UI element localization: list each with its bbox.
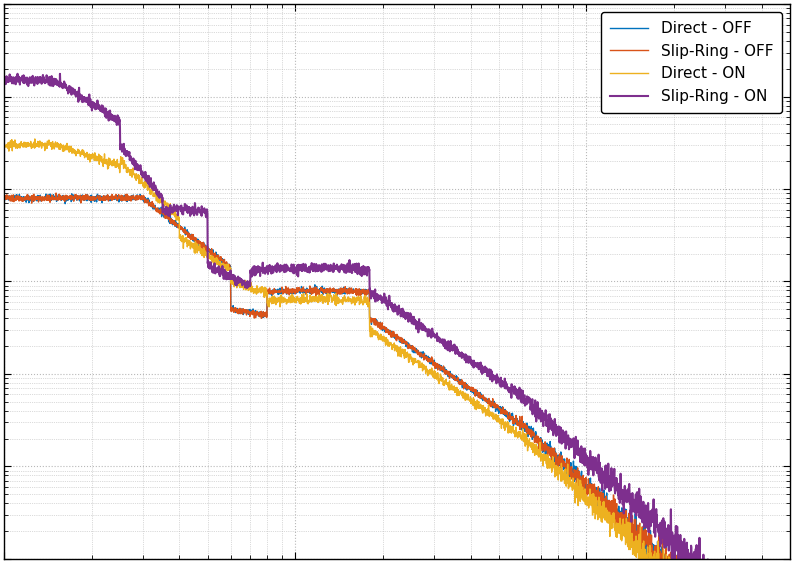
Slip-Ring - ON: [301, 265, 310, 272]
Direct - OFF: [301, 288, 310, 295]
Slip-Ring - OFF: [335, 288, 345, 294]
Slip-Ring - ON: [335, 263, 345, 270]
Direct - ON: [335, 298, 345, 305]
Direct - OFF: [89, 196, 98, 203]
Line: Slip-Ring - OFF: Slip-Ring - OFF: [4, 193, 790, 563]
Line: Direct - ON: Direct - ON: [4, 138, 790, 563]
Legend: Direct - OFF, Slip-Ring - OFF, Direct - ON, Slip-Ring - ON: Direct - OFF, Slip-Ring - OFF, Direct - …: [601, 12, 782, 113]
Slip-Ring - ON: [685, 551, 695, 557]
Slip-Ring - OFF: [0, 193, 9, 200]
Direct - ON: [136, 180, 145, 186]
Slip-Ring - OFF: [52, 190, 61, 196]
Direct - OFF: [136, 194, 145, 201]
Slip-Ring - ON: [13, 70, 22, 77]
Direct - OFF: [67, 190, 76, 197]
Direct - ON: [89, 153, 98, 159]
Slip-Ring - OFF: [136, 195, 145, 202]
Slip-Ring - OFF: [89, 194, 98, 200]
Direct - ON: [301, 295, 310, 302]
Slip-Ring - ON: [89, 104, 98, 110]
Direct - OFF: [335, 289, 345, 296]
Slip-Ring - ON: [0, 73, 9, 80]
Direct - ON: [0, 135, 9, 141]
Slip-Ring - OFF: [301, 289, 310, 296]
Line: Slip-Ring - ON: Slip-Ring - ON: [4, 74, 790, 563]
Direct - OFF: [0, 194, 9, 200]
Slip-Ring - ON: [136, 168, 145, 175]
Line: Direct - OFF: Direct - OFF: [4, 194, 790, 563]
